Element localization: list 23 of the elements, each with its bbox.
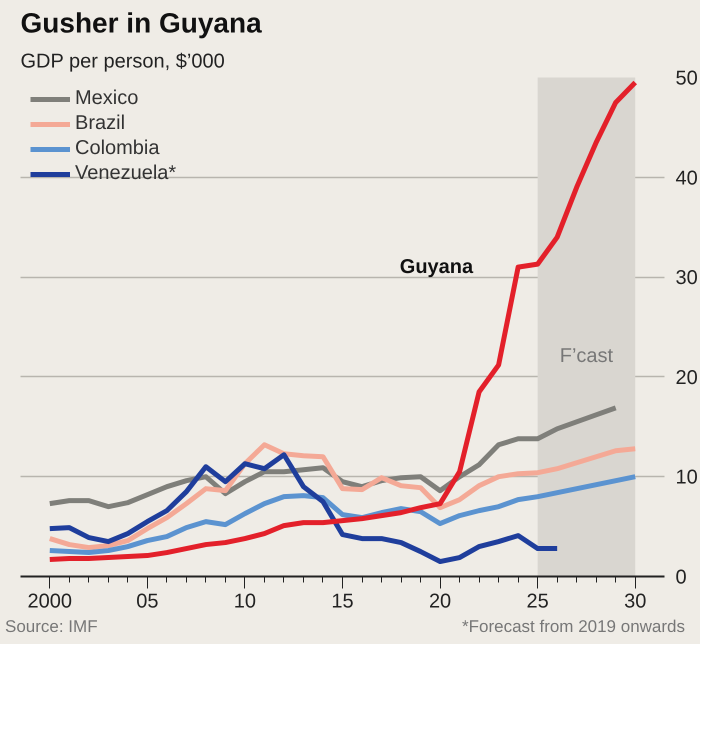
y-tick-label: 20 <box>676 366 698 389</box>
x-tick-label: 05 <box>136 590 158 612</box>
x-tick-label: 30 <box>624 590 646 612</box>
text: Guyana <box>400 256 474 278</box>
chart-title: Gusher in Guyana <box>20 8 262 38</box>
legend-label: Colombia <box>75 137 160 160</box>
y-tick-label: 10 <box>676 466 698 489</box>
x-tick-label: 20 <box>428 590 452 612</box>
y-tick-label: 40 <box>676 167 698 190</box>
x-tick-label: 25 <box>526 590 549 612</box>
legend-label: Venezuela* <box>75 162 176 185</box>
y-tick-label: 50 <box>676 68 698 90</box>
x-tick-label: 2000 <box>28 590 72 612</box>
x-tick-label: 10 <box>234 590 256 612</box>
source-note: Source: IMF <box>5 616 98 638</box>
x-tick-label: 15 <box>331 590 354 612</box>
legend-label: Mexico <box>75 87 138 110</box>
legend-label: Brazil <box>75 112 126 135</box>
chart-subtitle: GDP per person, $’000 <box>20 50 225 72</box>
y-tick-label: 30 <box>676 267 698 290</box>
text: *Forecast from 2019 onwards <box>462 616 685 638</box>
y-tick-label: 0 <box>676 566 687 588</box>
band-label: F’cast <box>560 344 614 367</box>
